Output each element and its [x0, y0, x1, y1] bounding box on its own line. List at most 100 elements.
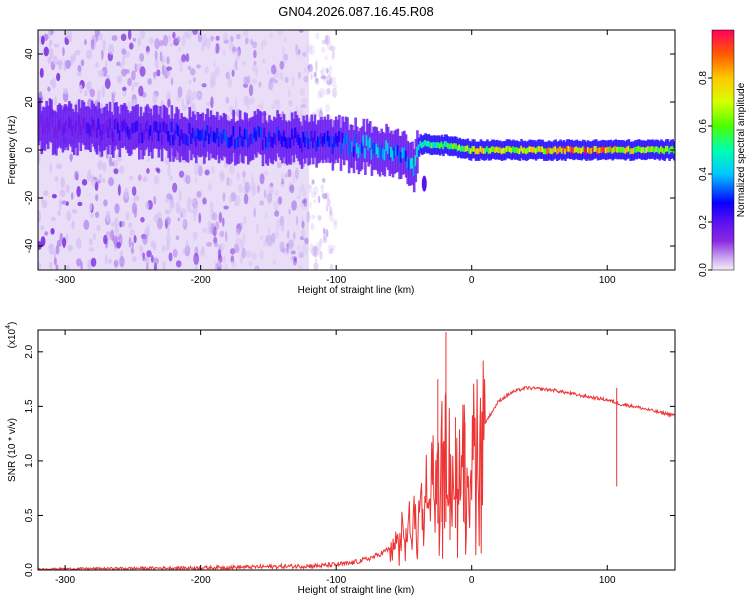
ridge-core: [181, 133, 185, 144]
noise-blob: [121, 220, 125, 227]
noise-blob: [133, 81, 139, 87]
ridge-core: [255, 130, 258, 142]
ridge-core: [494, 147, 497, 154]
noise-blob: [277, 30, 284, 36]
ridge-core: [569, 146, 572, 153]
ridge-core: [308, 137, 312, 149]
noise-blob: [159, 50, 163, 62]
ridge-core: [282, 130, 286, 142]
noise-blob: [190, 198, 197, 203]
colorbar-tick-label: 0.2: [698, 215, 709, 229]
noise-blob: [315, 107, 321, 117]
noise-blob: [242, 83, 249, 88]
noise-blob: [185, 103, 189, 110]
ridge-core: [474, 148, 478, 155]
ridge-core: [539, 146, 543, 153]
ridge-core: [417, 144, 421, 151]
noise-blob: [213, 60, 216, 67]
ridge-core: [434, 142, 437, 148]
noise-blob: [227, 177, 233, 187]
noise-blob: [315, 242, 321, 251]
noise-blob: [295, 43, 299, 55]
ridge-core: [473, 146, 476, 152]
noise-blob: [322, 231, 327, 241]
noise-blob: [65, 233, 69, 244]
noise-blob: [70, 55, 74, 66]
noise-blob: [71, 220, 75, 230]
ridge-core: [204, 130, 208, 141]
noise-blob: [54, 176, 59, 182]
noise-blob: [328, 114, 333, 120]
noise-blob: [69, 153, 73, 163]
ridge-core: [159, 122, 162, 134]
noise-blob: [165, 216, 171, 226]
noise-blob: [191, 90, 197, 101]
ridge-core: [422, 141, 426, 148]
noise-blob: [271, 103, 276, 110]
ridge-core: [224, 130, 227, 142]
noise-blob: [146, 250, 152, 258]
ridge-core: [125, 122, 128, 134]
ridge-core: [56, 121, 60, 132]
ridge-core: [448, 143, 452, 150]
noise-blob: [293, 257, 297, 263]
noise-blob: [281, 46, 285, 55]
noise-blob: [190, 102, 196, 108]
noise-blob: [299, 106, 304, 119]
ridge-core: [77, 115, 81, 127]
noise-blob: [306, 69, 311, 76]
ridge-core: [476, 148, 479, 155]
noise-blob: [259, 235, 264, 240]
noise-blob: [232, 47, 238, 52]
ridge-core: [248, 134, 252, 146]
noise-blob: [50, 227, 55, 235]
noise-blob: [156, 69, 161, 77]
noise-blob: [201, 83, 207, 88]
ridge-core: [560, 148, 564, 154]
noise-blob: [224, 263, 228, 270]
y-tick-label: 1.5: [24, 399, 35, 413]
noise-blob: [332, 218, 338, 226]
ridge-core: [398, 152, 401, 163]
noise-blob: [228, 196, 233, 204]
noise-blob: [181, 54, 187, 63]
ridge-core: [603, 146, 606, 153]
ridge-core: [71, 125, 74, 136]
ridge-core: [529, 146, 533, 153]
ridge-core: [292, 135, 296, 146]
noise-blob: [50, 216, 56, 222]
noise-blob: [320, 184, 324, 189]
noise-blob: [256, 184, 261, 194]
ridge-core: [155, 122, 159, 133]
noise-blob: [106, 230, 112, 241]
noise-blob: [298, 252, 304, 259]
noise-blob: [116, 61, 121, 66]
x-tick-label: -200: [191, 575, 211, 586]
noise-blob: [273, 99, 279, 105]
ridge-core: [344, 132, 348, 144]
ridge-core: [315, 140, 318, 152]
ridge-core: [326, 130, 330, 142]
ridge-core: [144, 122, 148, 134]
noise-blob: [202, 33, 208, 46]
noise-blob: [111, 161, 115, 167]
noise-blob: [113, 259, 119, 268]
noise-blob: [313, 199, 317, 204]
noise-blob: [193, 77, 196, 83]
noise-blob: [219, 242, 225, 251]
noise-blob: [298, 49, 301, 55]
noise-blob: [210, 96, 214, 109]
noise-blob: [310, 73, 313, 80]
ridge-core: [165, 123, 169, 135]
ridge-core: [507, 145, 510, 152]
ridge-core: [451, 143, 455, 150]
ridge-core: [442, 143, 445, 150]
ridge-core: [643, 147, 647, 154]
ridge-core: [63, 123, 66, 134]
noise-blob: [269, 32, 274, 39]
ridge-core: [302, 132, 305, 143]
ridge-core: [630, 148, 634, 154]
noise-blob: [314, 79, 320, 86]
noise-blob: [79, 84, 83, 94]
ridge-core: [383, 149, 387, 161]
